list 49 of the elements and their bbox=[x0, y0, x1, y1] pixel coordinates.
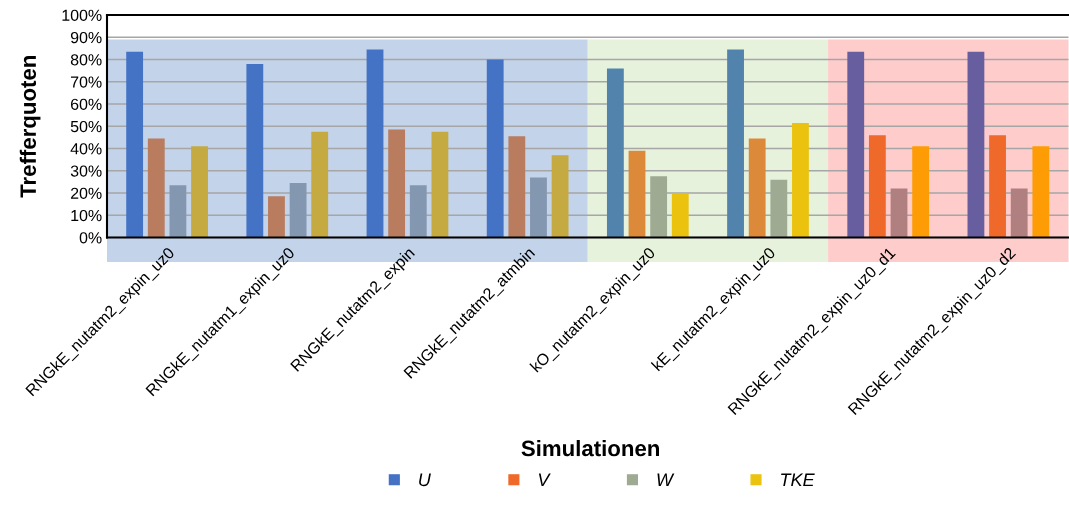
bar bbox=[366, 49, 384, 238]
y-tick-label: 0% bbox=[79, 232, 102, 244]
legend-label: W bbox=[657, 473, 675, 486]
bar bbox=[989, 135, 1006, 238]
bar bbox=[868, 135, 886, 238]
y-tick-label: 10% bbox=[71, 209, 102, 222]
y-tick-label: 90% bbox=[70, 31, 102, 44]
legend-label: TKE bbox=[781, 473, 815, 486]
bar bbox=[671, 194, 689, 238]
bar bbox=[409, 185, 427, 238]
bar bbox=[311, 131, 329, 238]
bar bbox=[606, 68, 624, 238]
bar bbox=[126, 51, 144, 238]
bar bbox=[147, 138, 165, 238]
y-tick-label: 50% bbox=[70, 120, 102, 133]
y-tick-label: 60% bbox=[70, 98, 102, 110]
bar bbox=[486, 59, 504, 238]
bar bbox=[770, 179, 788, 238]
bar bbox=[551, 155, 569, 238]
bar bbox=[628, 150, 646, 238]
bar bbox=[169, 185, 187, 238]
y-tick-label: 20% bbox=[70, 187, 102, 199]
bar bbox=[530, 177, 547, 238]
bar bbox=[431, 131, 449, 238]
bar bbox=[912, 146, 930, 238]
bar bbox=[748, 138, 766, 238]
bar bbox=[508, 136, 526, 238]
bar bbox=[1010, 188, 1028, 238]
bar bbox=[792, 122, 809, 238]
bar bbox=[191, 146, 208, 238]
bar bbox=[650, 176, 668, 238]
y-tick-label: 40% bbox=[70, 143, 102, 155]
bar bbox=[890, 188, 908, 238]
bar bbox=[1032, 146, 1050, 238]
bar bbox=[268, 196, 285, 238]
bar bbox=[967, 51, 985, 238]
y-tick-label: 80% bbox=[70, 54, 102, 66]
x-axis-title: Simulationen bbox=[521, 439, 659, 457]
legend-label: V bbox=[538, 473, 551, 486]
y-tick-label: 30% bbox=[70, 165, 102, 177]
bar bbox=[727, 49, 744, 238]
bar bbox=[388, 129, 406, 238]
legend-label: U bbox=[419, 473, 431, 487]
bar bbox=[289, 182, 307, 238]
y-tick-label: 100% bbox=[62, 9, 102, 21]
y-axis-title: Trefferquoten bbox=[19, 56, 41, 198]
bar bbox=[847, 51, 865, 238]
y-tick-label: 70% bbox=[70, 76, 102, 88]
bar bbox=[246, 63, 264, 238]
